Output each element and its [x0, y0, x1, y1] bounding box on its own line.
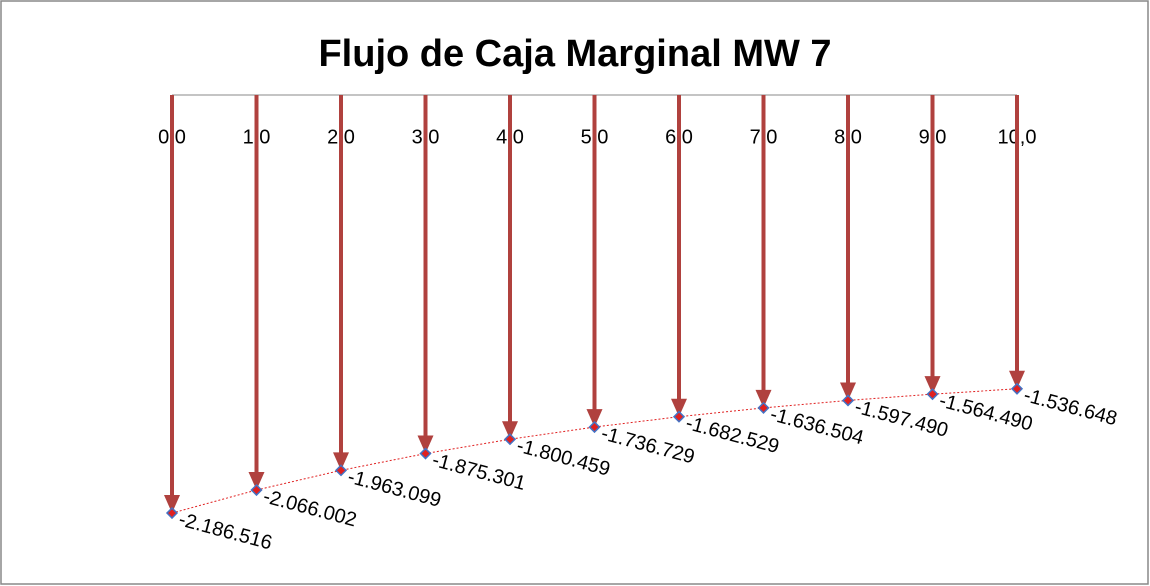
marker [841, 394, 855, 407]
arrow-head [755, 389, 772, 408]
marker [588, 421, 601, 434]
marker [757, 401, 770, 414]
marker [334, 464, 348, 477]
marker [672, 410, 686, 423]
arrow-head [1009, 370, 1025, 389]
marker [926, 388, 939, 401]
marker [419, 447, 432, 460]
arrow-head [924, 376, 941, 395]
arrow-head [671, 398, 687, 417]
arrow-head [586, 409, 603, 428]
arrow-head [164, 495, 180, 514]
arrow-head [840, 382, 856, 401]
arrow-head [417, 435, 434, 454]
arrow-head [502, 421, 518, 440]
chart-title: Flujo de Caja Marginal MW 7 [318, 33, 831, 75]
marker [165, 507, 179, 520]
trend-line [171, 388, 1018, 514]
marker [1010, 382, 1024, 395]
arrow-head [248, 472, 265, 491]
marker [250, 483, 263, 497]
arrow-head [333, 452, 349, 471]
marker [503, 433, 517, 446]
